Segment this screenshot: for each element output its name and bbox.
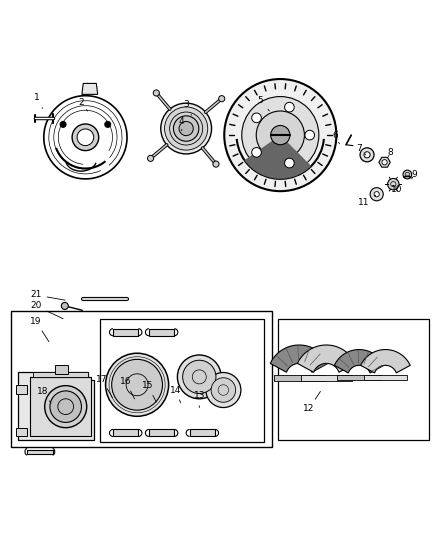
Bar — [190, 430, 215, 437]
Text: 17: 17 — [96, 375, 113, 398]
Polygon shape — [337, 375, 381, 380]
Circle shape — [388, 179, 399, 190]
Circle shape — [252, 148, 261, 157]
Text: 13: 13 — [194, 391, 205, 408]
Circle shape — [161, 103, 212, 154]
Polygon shape — [334, 350, 384, 373]
Circle shape — [211, 378, 236, 402]
Circle shape — [173, 116, 199, 141]
Circle shape — [61, 302, 68, 310]
Text: 18: 18 — [37, 387, 51, 403]
Circle shape — [382, 159, 387, 165]
Text: 5: 5 — [258, 95, 269, 111]
Bar — [11, 311, 272, 447]
Circle shape — [105, 122, 111, 127]
Polygon shape — [364, 375, 407, 380]
Text: 1: 1 — [34, 93, 42, 109]
Polygon shape — [18, 372, 94, 440]
Circle shape — [183, 360, 216, 393]
Circle shape — [106, 353, 169, 416]
Circle shape — [271, 125, 290, 145]
Circle shape — [374, 191, 379, 197]
Bar — [149, 430, 174, 437]
Text: 6: 6 — [332, 131, 339, 144]
Circle shape — [213, 161, 219, 167]
Text: 16: 16 — [120, 377, 134, 399]
Circle shape — [206, 373, 241, 408]
Bar — [113, 329, 138, 336]
Text: 4: 4 — [179, 117, 184, 131]
Bar — [278, 319, 429, 440]
Circle shape — [219, 95, 225, 102]
Text: 2: 2 — [78, 98, 88, 111]
Wedge shape — [244, 135, 311, 179]
Polygon shape — [379, 157, 390, 167]
Text: 14: 14 — [170, 385, 181, 403]
Text: 21: 21 — [30, 290, 65, 300]
Polygon shape — [27, 449, 53, 454]
Bar — [33, 373, 88, 377]
Circle shape — [370, 188, 383, 201]
Circle shape — [165, 107, 208, 150]
Text: 15: 15 — [142, 381, 156, 402]
Circle shape — [252, 113, 261, 123]
Bar — [113, 430, 138, 437]
Circle shape — [305, 130, 314, 140]
Circle shape — [179, 122, 193, 135]
Circle shape — [224, 79, 336, 191]
Text: 12: 12 — [303, 391, 320, 414]
Polygon shape — [297, 345, 355, 372]
Bar — [149, 329, 174, 336]
Circle shape — [153, 90, 159, 96]
Circle shape — [285, 158, 294, 168]
Circle shape — [50, 391, 81, 423]
Polygon shape — [360, 350, 410, 373]
Text: 3: 3 — [183, 100, 191, 115]
Bar — [16, 427, 27, 437]
Text: 11: 11 — [358, 195, 376, 207]
Text: 20: 20 — [30, 302, 63, 319]
Circle shape — [285, 102, 294, 112]
Circle shape — [177, 355, 221, 399]
Circle shape — [364, 152, 370, 158]
Polygon shape — [274, 375, 325, 381]
Text: 10: 10 — [391, 185, 402, 195]
Circle shape — [60, 122, 66, 127]
Circle shape — [45, 386, 87, 427]
Circle shape — [403, 170, 412, 179]
Text: 7: 7 — [356, 144, 366, 155]
Polygon shape — [301, 375, 352, 381]
Circle shape — [112, 359, 162, 410]
Circle shape — [256, 111, 304, 159]
Circle shape — [242, 96, 319, 174]
Circle shape — [72, 124, 99, 151]
Bar — [30, 377, 91, 436]
Polygon shape — [270, 345, 328, 372]
Text: 9: 9 — [411, 170, 417, 179]
Text: 19: 19 — [30, 317, 49, 342]
Circle shape — [77, 129, 94, 146]
Text: 8: 8 — [387, 148, 393, 157]
Bar — [100, 319, 264, 442]
Circle shape — [360, 148, 374, 162]
Bar — [55, 365, 68, 374]
Circle shape — [148, 155, 154, 161]
Bar — [16, 385, 27, 393]
Polygon shape — [82, 84, 98, 94]
